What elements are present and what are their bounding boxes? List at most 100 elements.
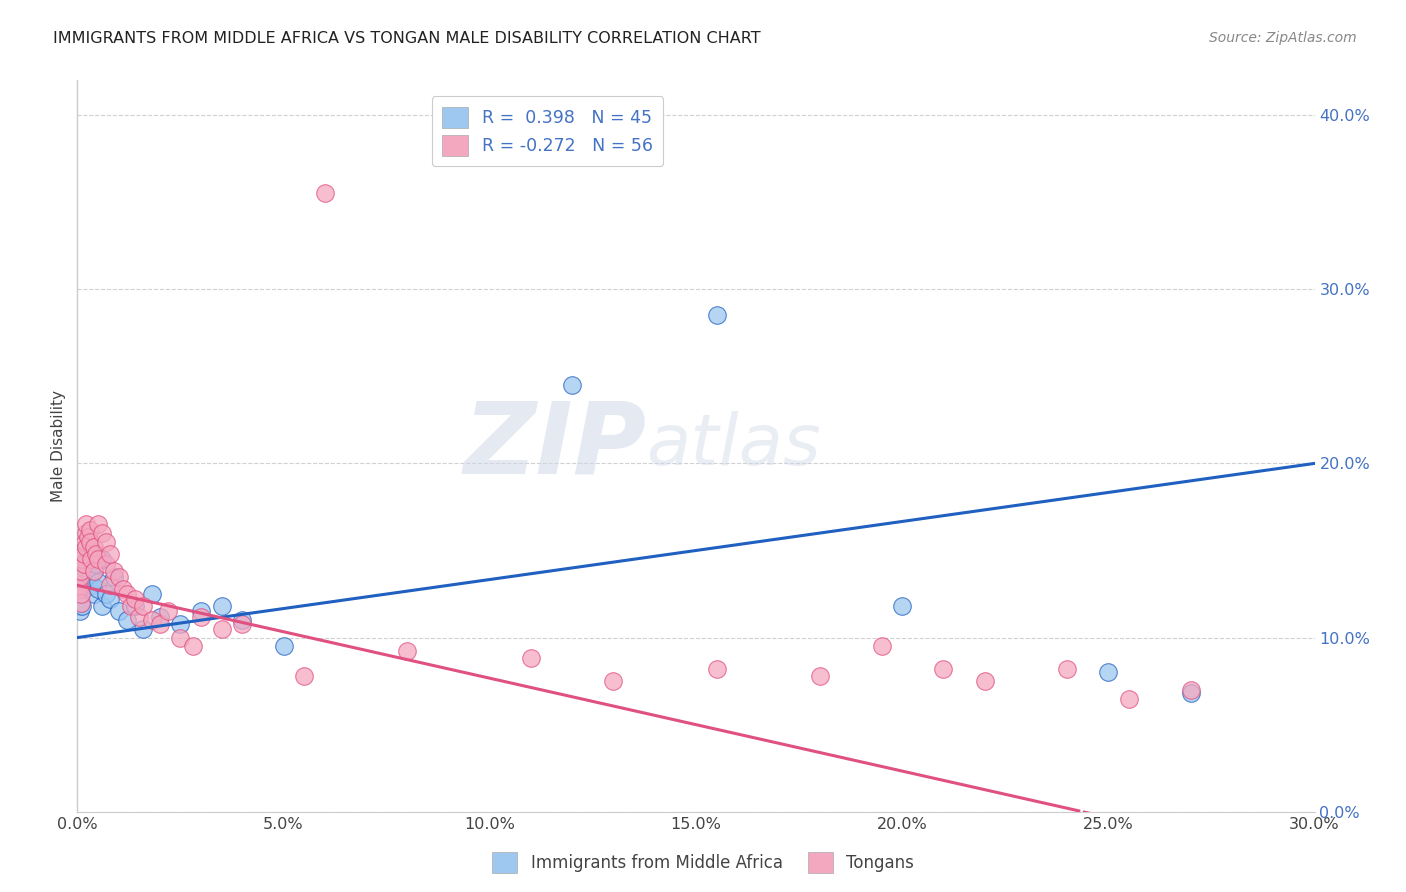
Point <box>115 587 138 601</box>
Point <box>91 552 114 566</box>
Point <box>79 534 101 549</box>
Point <box>72 558 94 572</box>
Point <box>231 616 253 631</box>
Point <box>149 616 172 631</box>
Point <box>69 578 91 592</box>
Point <box>273 640 295 654</box>
Point <box>69 569 91 583</box>
Point <box>973 674 995 689</box>
Point <box>83 565 105 579</box>
Point <box>73 547 96 561</box>
Point <box>83 540 105 554</box>
Point <box>115 613 138 627</box>
Point <box>79 523 101 537</box>
Point <box>107 604 129 618</box>
Point <box>87 574 110 589</box>
Point <box>396 644 419 658</box>
Point <box>111 582 134 596</box>
Point <box>706 309 728 323</box>
Point <box>149 609 172 624</box>
Text: Source: ZipAtlas.com: Source: ZipAtlas.com <box>1209 31 1357 45</box>
Point <box>124 599 146 614</box>
Point <box>211 599 233 614</box>
Point <box>76 547 98 561</box>
Point <box>103 565 125 579</box>
Point <box>132 622 155 636</box>
Point <box>96 534 118 549</box>
Point <box>120 599 142 614</box>
Point <box>75 517 97 532</box>
Point <box>67 578 90 592</box>
Point <box>98 578 121 592</box>
Point <box>70 587 93 601</box>
Point <box>169 616 191 631</box>
Point <box>561 378 583 392</box>
Point <box>1180 682 1202 697</box>
Point <box>190 609 212 624</box>
Point <box>891 599 914 614</box>
Legend: Immigrants from Middle Africa, Tongans: Immigrants from Middle Africa, Tongans <box>485 846 921 880</box>
Text: IMMIGRANTS FROM MIDDLE AFRICA VS TONGAN MALE DISABILITY CORRELATION CHART: IMMIGRANTS FROM MIDDLE AFRICA VS TONGAN … <box>53 31 761 46</box>
Point <box>1118 691 1140 706</box>
Point <box>132 599 155 614</box>
Point <box>141 613 163 627</box>
Point <box>75 552 97 566</box>
Point <box>84 558 107 572</box>
Point <box>103 569 125 583</box>
Point <box>79 552 101 566</box>
Point <box>190 604 212 618</box>
Point <box>79 534 101 549</box>
Point <box>75 540 97 554</box>
Point <box>1056 662 1078 676</box>
Point <box>72 599 94 614</box>
Point <box>520 651 543 665</box>
Point <box>67 582 90 596</box>
Point <box>141 587 163 601</box>
Point <box>73 534 96 549</box>
Point <box>96 587 118 601</box>
Point <box>69 604 91 618</box>
Point <box>124 592 146 607</box>
Point <box>69 596 91 610</box>
Point <box>157 604 180 618</box>
Point <box>231 613 253 627</box>
Point <box>96 558 118 572</box>
Point <box>181 640 204 654</box>
Point <box>67 592 90 607</box>
Point <box>70 587 93 601</box>
Point <box>76 530 98 544</box>
Point <box>602 674 624 689</box>
Point <box>128 609 150 624</box>
Point <box>75 558 97 572</box>
Point <box>87 582 110 596</box>
Point <box>211 622 233 636</box>
Point <box>75 565 97 579</box>
Y-axis label: Male Disability: Male Disability <box>51 390 66 502</box>
Point <box>84 547 107 561</box>
Point <box>83 565 105 579</box>
Point <box>1097 665 1119 680</box>
Point <box>91 599 114 614</box>
Point <box>79 547 101 561</box>
Point <box>72 552 94 566</box>
Point <box>98 547 121 561</box>
Point <box>87 552 110 566</box>
Point <box>808 669 831 683</box>
Point <box>169 631 191 645</box>
Point <box>87 517 110 532</box>
Point <box>80 578 103 592</box>
Point <box>1180 686 1202 700</box>
Point <box>67 599 90 614</box>
Point <box>870 640 893 654</box>
Point <box>91 526 114 541</box>
Point <box>70 565 93 579</box>
Point <box>292 669 315 683</box>
Point <box>70 596 93 610</box>
Point <box>98 592 121 607</box>
Point <box>706 662 728 676</box>
Point <box>79 569 101 583</box>
Point <box>314 186 336 201</box>
Point <box>75 526 97 541</box>
Text: atlas: atlas <box>647 411 821 481</box>
Point <box>72 582 94 596</box>
